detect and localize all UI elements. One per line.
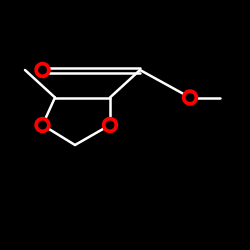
Circle shape [39, 66, 46, 74]
Circle shape [35, 62, 50, 78]
Circle shape [182, 90, 198, 105]
Circle shape [39, 121, 46, 129]
Circle shape [106, 121, 114, 129]
Circle shape [186, 94, 194, 101]
Circle shape [102, 118, 118, 132]
Circle shape [35, 118, 50, 132]
